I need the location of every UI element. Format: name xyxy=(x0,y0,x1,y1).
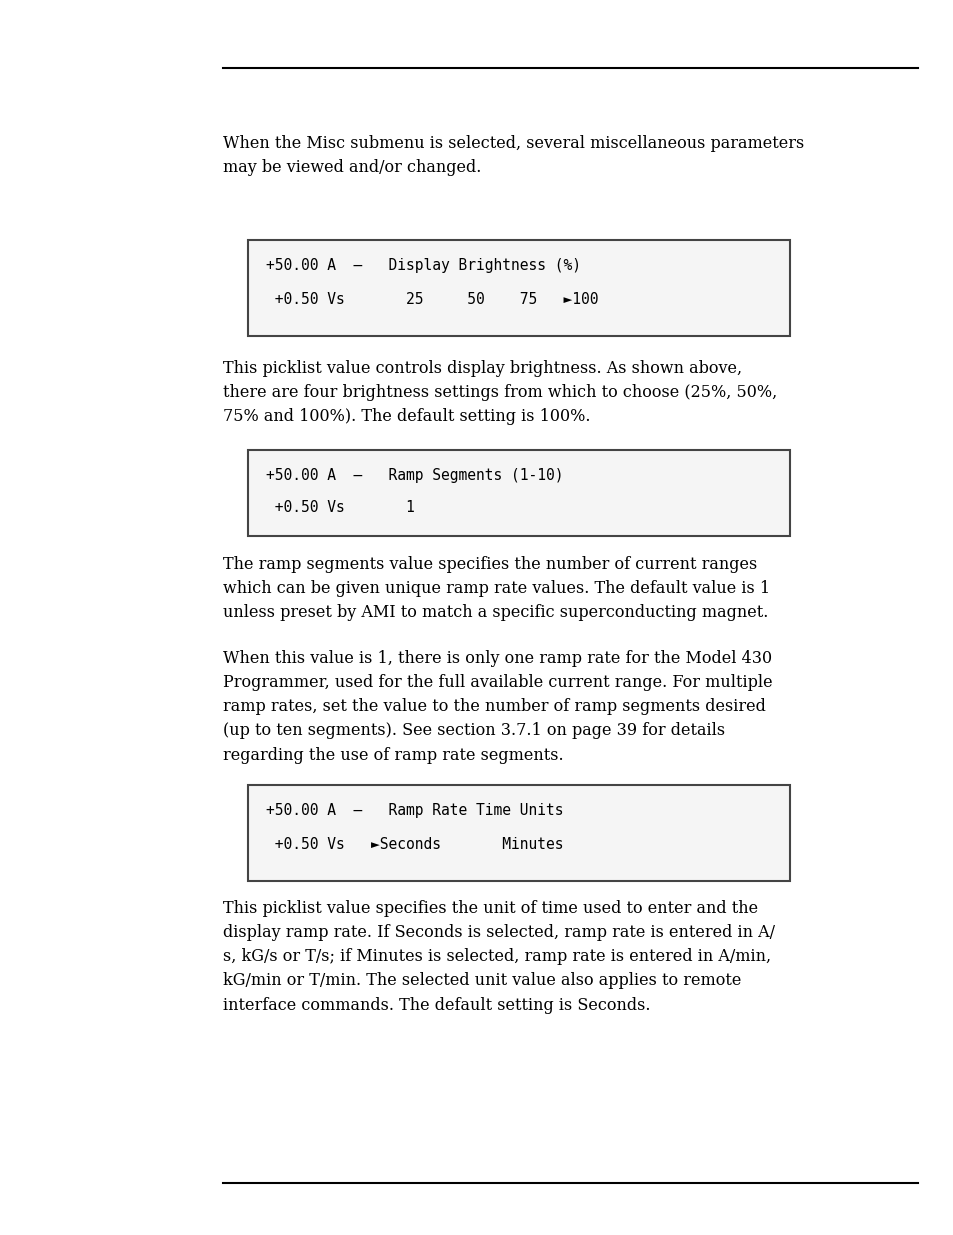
Text: +50.00 A  –   Ramp Segments (1-10): +50.00 A – Ramp Segments (1-10) xyxy=(266,468,563,483)
Text: +0.50 Vs       25     50    75   ►100: +0.50 Vs 25 50 75 ►100 xyxy=(266,291,598,308)
Text: This picklist value specifies the unit of time used to enter and the
display ram: This picklist value specifies the unit o… xyxy=(223,900,774,1014)
Bar xyxy=(248,240,789,336)
Text: +50.00 A  –   Ramp Rate Time Units: +50.00 A – Ramp Rate Time Units xyxy=(266,803,563,818)
Text: When the Misc submenu is selected, several miscellaneous parameters
may be viewe: When the Misc submenu is selected, sever… xyxy=(223,135,803,177)
Bar xyxy=(248,785,789,881)
Bar xyxy=(248,450,789,536)
Text: +0.50 Vs       1: +0.50 Vs 1 xyxy=(266,500,415,515)
Text: This picklist value controls display brightness. As shown above,
there are four : This picklist value controls display bri… xyxy=(223,359,777,425)
Text: When this value is 1, there is only one ramp rate for the Model 430
Programmer, : When this value is 1, there is only one … xyxy=(223,650,772,763)
Text: +0.50 Vs   ►Seconds       Minutes: +0.50 Vs ►Seconds Minutes xyxy=(266,837,563,852)
Text: The ramp segments value specifies the number of current ranges
which can be give: The ramp segments value specifies the nu… xyxy=(223,556,769,621)
Text: +50.00 A  –   Display Brightness (%): +50.00 A – Display Brightness (%) xyxy=(266,258,580,273)
